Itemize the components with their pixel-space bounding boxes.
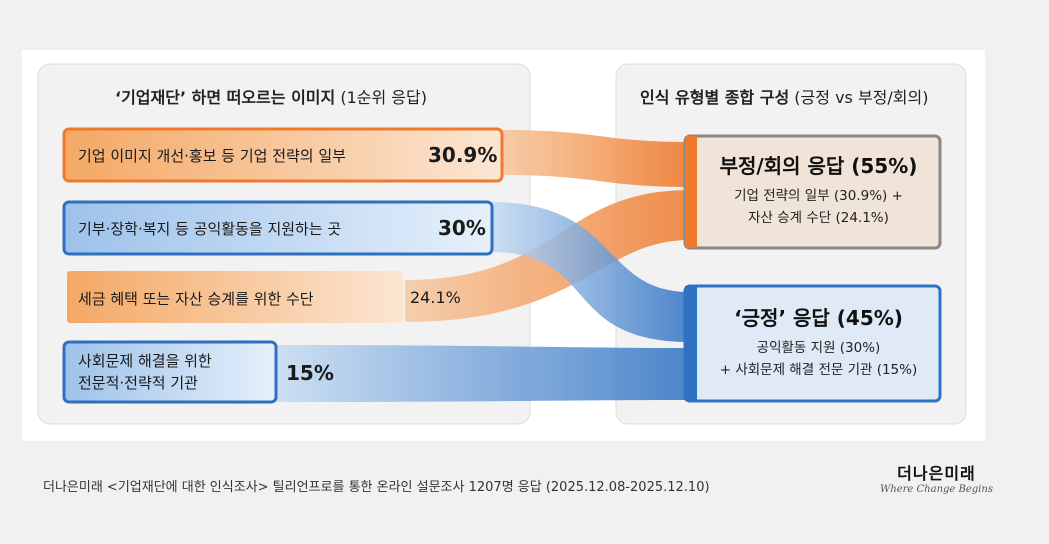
- item-label-strategy: 기업 이미지 개선·홍보 등 기업 전략의 일부: [78, 147, 346, 165]
- item-percent-public: 30%: [438, 216, 486, 240]
- positive-box-accent: [685, 286, 697, 401]
- flow-social-to-positive: [275, 345, 690, 402]
- positive-heading: ‘긍정’ 응답 (45%): [734, 306, 903, 330]
- brand-logo: 더나은미래 Where Change Begins: [880, 460, 993, 495]
- source-note: 더나은미래 <기업재단에 대한 인식조사> 틸리언프로를 통한 온라인 설문조사…: [43, 480, 710, 495]
- item-percent-social: 15%: [286, 361, 334, 385]
- negative-box-accent: [685, 136, 697, 248]
- flow-strategy-to-negative: [500, 130, 690, 187]
- item-label-tax: 세금 혜택 또는 자산 승계를 위한 수단: [78, 290, 314, 308]
- negative-line-2: 자산 승계 수단 (24.1%): [748, 210, 889, 226]
- item-label-social-line1: 사회문제 해결을 위한: [78, 352, 212, 370]
- logo-english: Where Change Begins: [880, 484, 993, 495]
- positive-line-1: 공익활동 지원 (30%): [756, 340, 881, 356]
- bar-public: [62, 200, 494, 256]
- negative-result-box: 부정/회의 응답 (55%) 기업 전략의 일부 (30.9%) + 자산 승계…: [697, 150, 940, 229]
- item-percent-tax: 24.1%: [410, 288, 461, 307]
- negative-heading: 부정/회의 응답 (55%): [719, 154, 918, 178]
- bar-strategy: [62, 127, 504, 183]
- item-percent-strategy: 30.9%: [428, 143, 498, 167]
- left-panel-title: ‘기업재단’ 하면 떠오르는 이미지 (1순위 응답): [115, 88, 427, 107]
- bar-social: [62, 340, 278, 404]
- bar-tax: [67, 271, 403, 323]
- flow-public-to-positive: [490, 202, 690, 342]
- item-label-social-line2: 전문적·전략적 기관: [78, 374, 198, 392]
- right-panel-title: 인식 유형별 종합 구성 (긍정 vs 부정/회의): [640, 88, 929, 107]
- item-label-public: 기부·장학·복지 등 공익활동을 지원하는 곳: [78, 220, 342, 238]
- positive-result-box: ‘긍정’ 응답 (45%) 공익활동 지원 (30%) + 사회문제 해결 전문…: [697, 302, 940, 381]
- logo-korean: 더나은미래: [897, 464, 976, 483]
- negative-line-1: 기업 전략의 일부 (30.9%) +: [734, 188, 903, 204]
- positive-line-2: + 사회문제 해결 전문 기관 (15%): [719, 362, 918, 378]
